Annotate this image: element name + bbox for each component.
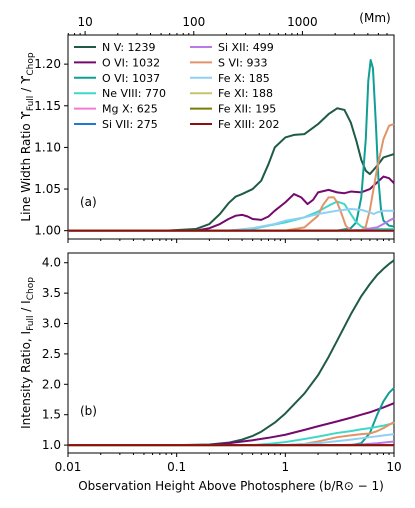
panel-a: 1.00 1.05 1.10 1.15 1.20 10 100 1000 (a) N V: … xyxy=(19,15,395,243)
legend-label: Fe XIII: 202 xyxy=(218,118,279,131)
legend-label: O VI: 1037 xyxy=(102,72,160,85)
panel-b-y-ticks: 1.0 1.5 2.0 2.5 3.0 3.5 4.0 xyxy=(42,256,68,452)
panel-a-y-ticks: 1.00 1.05 1.10 1.15 1.20 xyxy=(34,57,68,238)
legend-label: Fe XII: 195 xyxy=(218,103,276,116)
legend-label: N V: 1239 xyxy=(102,41,156,54)
legend-label: Fe XI: 188 xyxy=(218,87,273,100)
legend-item: Si VII: 275 xyxy=(74,118,158,131)
top-tick-label: 100 xyxy=(182,15,205,29)
panel-b-label: (b) xyxy=(80,404,97,418)
x-tick-label: 10 xyxy=(386,460,401,474)
y-tick-label: 3.5 xyxy=(42,286,61,300)
panel-b-ylabel: Intensity Ratio, IFull / IChop xyxy=(19,277,36,429)
panel-a-series xyxy=(68,58,395,232)
legend-label: S VI: 933 xyxy=(218,56,267,69)
x-axis-label: Observation Height Above Photosphere (b/… xyxy=(78,479,384,493)
y-tick-label: 1.5 xyxy=(42,408,61,422)
legend-item: O VI: 1037 xyxy=(74,72,160,85)
top-axis-unit: (Mm) xyxy=(359,11,390,25)
legend-item: S VI: 933 xyxy=(190,56,267,69)
series-line xyxy=(68,58,395,232)
top-axis-ticks: 10 100 1000 xyxy=(67,15,388,35)
y-tick-label: 1.05 xyxy=(34,182,61,196)
series-line xyxy=(68,422,395,447)
panel-b-x-ticks: 0.01 0.1 1 10 xyxy=(55,453,402,474)
legend-item: Fe XIII: 202 xyxy=(190,118,279,131)
legend-label: Si VII: 275 xyxy=(102,118,158,131)
legend-item: Si XII: 499 xyxy=(190,41,274,54)
top-tick-label: 10 xyxy=(77,15,92,29)
legend: N V: 1239 O VI: 1032 O VI: 1037 Ne VIII: 77… xyxy=(74,41,279,131)
y-tick-label: 1.20 xyxy=(34,57,61,71)
y-tick-label: 2.5 xyxy=(42,347,61,361)
series-line xyxy=(68,402,395,447)
legend-item: Mg X: 625 xyxy=(74,103,158,116)
series-line xyxy=(68,259,395,447)
y-tick-label: 1.0 xyxy=(42,438,61,452)
legend-label: Si XII: 499 xyxy=(218,41,274,54)
legend-item: N V: 1239 xyxy=(74,41,156,54)
legend-label: Fe X: 185 xyxy=(218,72,270,85)
panel-b-frame xyxy=(67,252,395,454)
series-line xyxy=(68,208,394,232)
x-tick-label: 0.01 xyxy=(55,460,82,474)
y-tick-label: 1.15 xyxy=(34,99,61,113)
y-tick-label: 1.10 xyxy=(34,140,61,154)
legend-label: Ne VIII: 770 xyxy=(102,87,166,100)
y-tick-label: 2.0 xyxy=(42,377,61,391)
y-tick-label: 1.00 xyxy=(34,224,61,238)
legend-item: Fe XII: 195 xyxy=(190,103,276,116)
panel-a-label: (a) xyxy=(80,195,97,209)
panel-b-series xyxy=(68,259,395,447)
x-tick-label: 1 xyxy=(282,460,290,474)
panel-a-frame xyxy=(67,34,395,240)
legend-item: Fe XI: 188 xyxy=(190,87,273,100)
series-line xyxy=(68,175,395,232)
top-tick-label: 1000 xyxy=(287,15,318,29)
legend-label: O VI: 1032 xyxy=(102,56,160,69)
legend-item: Fe X: 185 xyxy=(190,72,270,85)
panel-b: 1.0 1.5 2.0 2.5 3.0 3.5 4.0 0.01 0.1 1 10 (b) Int… xyxy=(19,252,402,493)
legend-item: Ne VIII: 770 xyxy=(74,87,166,100)
panel-a-x-ticks xyxy=(67,239,395,243)
legend-label: Mg X: 625 xyxy=(102,103,158,116)
y-tick-label: 3.0 xyxy=(42,317,61,331)
y-tick-label: 4.0 xyxy=(42,256,61,270)
panel-a-ylabel: Line Width Ratio ϒFull / ϒChop xyxy=(19,52,36,221)
x-tick-label: 0.1 xyxy=(167,460,186,474)
legend-item: O VI: 1032 xyxy=(74,56,160,69)
series-line xyxy=(68,123,395,232)
